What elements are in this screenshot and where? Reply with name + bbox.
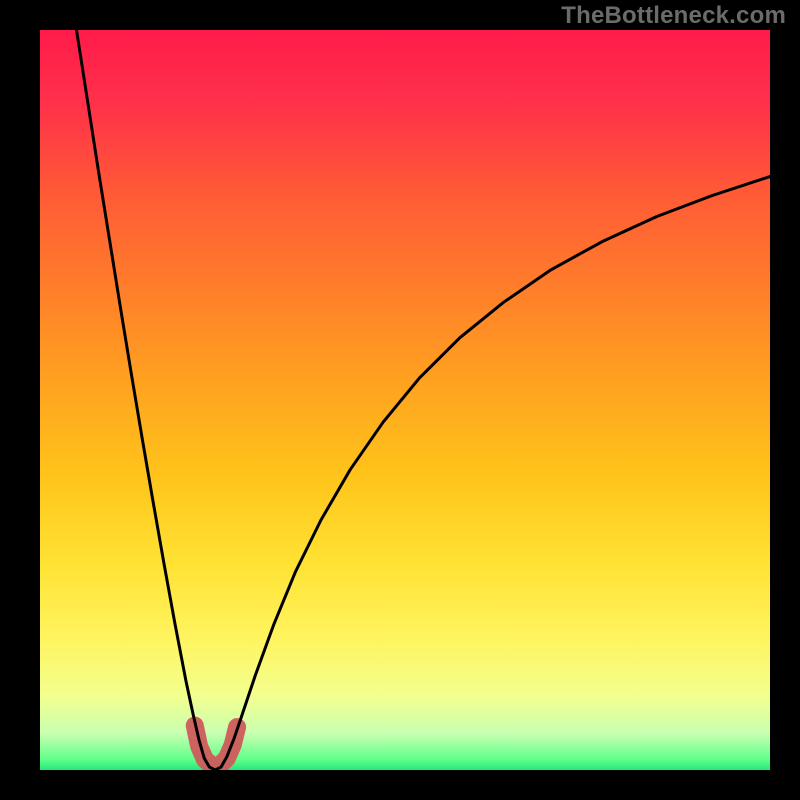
bottleneck-chart — [0, 0, 800, 800]
figure-root: TheBottleneck.com — [0, 0, 800, 800]
plot-gradient-background — [40, 30, 770, 770]
